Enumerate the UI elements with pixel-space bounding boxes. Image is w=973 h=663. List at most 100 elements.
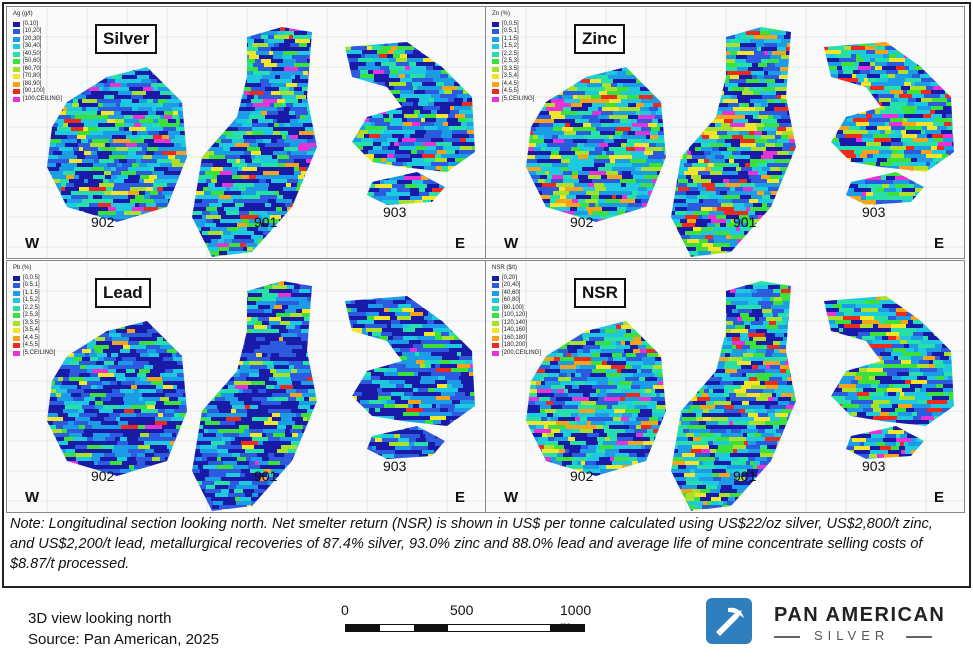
block-cell bbox=[533, 131, 550, 135]
block-cell bbox=[249, 219, 255, 223]
block-cell bbox=[207, 393, 211, 397]
block-cell bbox=[720, 223, 726, 227]
block-cell bbox=[119, 429, 129, 433]
block-cell bbox=[724, 43, 740, 47]
block-cell bbox=[261, 223, 268, 227]
block-cell bbox=[47, 373, 56, 377]
block-cell bbox=[735, 255, 739, 257]
block-cell bbox=[739, 215, 749, 219]
block-cell bbox=[63, 377, 69, 381]
block-cell bbox=[222, 437, 231, 441]
block-cell bbox=[646, 135, 650, 139]
block-cell bbox=[653, 75, 664, 79]
block-cell bbox=[71, 115, 75, 119]
block-cell bbox=[671, 87, 678, 91]
block-cell bbox=[277, 163, 285, 167]
block-cell bbox=[846, 200, 859, 204]
block-cell bbox=[665, 155, 666, 159]
block-cell bbox=[158, 413, 163, 417]
block-cell bbox=[106, 393, 114, 397]
block-cell bbox=[363, 146, 373, 150]
block-cell bbox=[847, 118, 853, 122]
block-cell bbox=[274, 239, 279, 243]
block-cell bbox=[729, 155, 734, 159]
block-cell bbox=[792, 255, 796, 257]
block-cell bbox=[136, 151, 146, 155]
block-cell bbox=[271, 47, 280, 51]
block-cell bbox=[928, 102, 940, 106]
block-cell bbox=[789, 63, 796, 67]
block-cell bbox=[207, 123, 213, 127]
block-cell bbox=[116, 147, 128, 151]
block-cell bbox=[237, 255, 244, 257]
block-cell bbox=[192, 389, 202, 393]
block-cell bbox=[242, 251, 251, 255]
block-cell bbox=[538, 203, 550, 207]
block-cell bbox=[884, 188, 896, 192]
block-cell bbox=[158, 147, 171, 151]
block-cell bbox=[316, 159, 317, 163]
block-cell bbox=[204, 191, 211, 195]
block-cell bbox=[258, 119, 273, 123]
block-cell bbox=[432, 316, 443, 320]
block-cell bbox=[856, 166, 863, 170]
block-cell bbox=[898, 150, 904, 154]
block-cell bbox=[139, 183, 153, 187]
block-cell bbox=[283, 51, 297, 55]
block-cell bbox=[156, 401, 164, 405]
legend-label: [2,2.5] bbox=[502, 50, 519, 57]
block-cell bbox=[67, 191, 71, 195]
block-cell bbox=[103, 401, 117, 405]
block-cell bbox=[709, 159, 725, 163]
block-cell bbox=[452, 142, 462, 146]
block-cell bbox=[737, 95, 751, 99]
block-cell bbox=[285, 309, 296, 313]
block-cell bbox=[362, 50, 377, 54]
block-cell bbox=[71, 191, 88, 195]
block-cell bbox=[74, 167, 91, 171]
block-cell bbox=[262, 433, 266, 437]
block-cell bbox=[762, 35, 777, 39]
block-cell bbox=[138, 445, 150, 449]
block-cell bbox=[940, 42, 946, 46]
block-cell bbox=[181, 361, 187, 365]
block-cell bbox=[701, 143, 711, 147]
block-cell bbox=[953, 82, 954, 86]
block-cell bbox=[580, 147, 595, 151]
block-cell bbox=[302, 99, 311, 103]
block-cell bbox=[443, 192, 445, 196]
block-cell bbox=[692, 155, 701, 159]
block-cell bbox=[265, 115, 279, 119]
block-cell bbox=[294, 235, 309, 239]
block-cell bbox=[104, 191, 111, 195]
block-cell bbox=[78, 131, 90, 135]
block-cell bbox=[249, 373, 259, 377]
block-cell bbox=[314, 127, 317, 131]
block-cell bbox=[275, 497, 288, 501]
block-cell bbox=[902, 134, 917, 138]
block-cell bbox=[845, 134, 854, 138]
block-cell bbox=[436, 142, 452, 146]
block-cell bbox=[824, 170, 834, 172]
block-cell bbox=[98, 147, 102, 151]
block-cell bbox=[367, 46, 372, 50]
block-cell bbox=[578, 171, 589, 175]
block-cell bbox=[231, 195, 243, 199]
block-cell bbox=[75, 329, 85, 333]
block-cell bbox=[358, 58, 373, 62]
block-cell bbox=[585, 199, 598, 203]
block-cell bbox=[89, 329, 98, 333]
block-cell bbox=[389, 98, 406, 102]
block-cell bbox=[616, 127, 631, 131]
block-cell bbox=[297, 255, 308, 257]
block-cell bbox=[233, 337, 242, 341]
block-cell bbox=[71, 127, 83, 131]
block-cell bbox=[217, 87, 233, 91]
block-cell bbox=[95, 405, 103, 409]
block-cell bbox=[65, 67, 79, 71]
block-cell bbox=[270, 305, 274, 309]
block-cell bbox=[373, 142, 381, 146]
block-cell bbox=[636, 79, 649, 83]
block-cell bbox=[860, 126, 866, 130]
block-cell bbox=[735, 187, 743, 191]
